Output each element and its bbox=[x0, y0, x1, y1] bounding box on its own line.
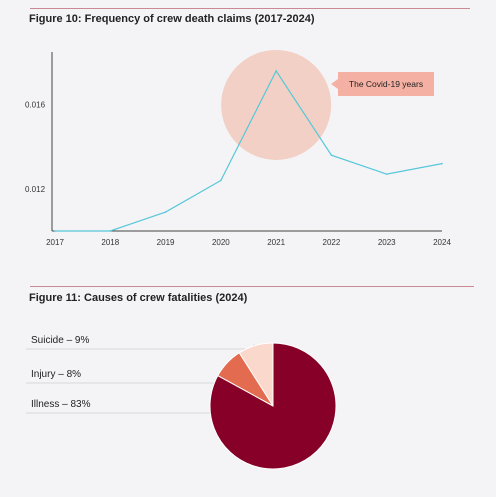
x-tick-label: 2024 bbox=[433, 238, 451, 247]
x-tick-label: 2020 bbox=[212, 238, 230, 247]
x-tick-label: 2022 bbox=[323, 238, 341, 247]
data-point bbox=[164, 211, 167, 213]
y-tick-label: 0.016 bbox=[25, 101, 46, 110]
covid-callout: The Covid-19 years bbox=[331, 72, 434, 96]
top-rule bbox=[30, 8, 470, 9]
data-point bbox=[54, 230, 56, 232]
covid-highlight-circle bbox=[221, 49, 332, 160]
data-point bbox=[441, 162, 443, 165]
pie-legend-label: Injury – 8% bbox=[31, 369, 81, 380]
pie-chart: Suicide – 9% Injury – 8% Illness – 83% bbox=[26, 335, 337, 470]
x-tick-label: 2019 bbox=[157, 238, 175, 247]
x-tick-label: 2017 bbox=[46, 238, 64, 247]
callout-label: The Covid-19 years bbox=[349, 79, 423, 89]
figure-10-title: Figure 10: Frequency of crew death claim… bbox=[29, 13, 315, 25]
line-series bbox=[54, 69, 443, 232]
data-point bbox=[275, 70, 277, 72]
pie-slices bbox=[209, 342, 337, 470]
line-chart: The Covid-19 years 0.012 0.016 2017 2018 201… bbox=[25, 49, 451, 247]
covid-highlight bbox=[221, 49, 332, 160]
series-line bbox=[55, 69, 443, 232]
figure-11-title: Figure 11: Causes of crew fatalities (20… bbox=[29, 292, 248, 304]
line-chart-ticks: 0.012 0.016 2017 2018 2019 2020 2021 2022 2023 20… bbox=[25, 101, 451, 247]
callout-box bbox=[331, 72, 434, 96]
x-tick-label: 2023 bbox=[378, 238, 396, 247]
data-point bbox=[330, 154, 333, 156]
middle-rule bbox=[30, 286, 474, 287]
x-tick-label: 2018 bbox=[101, 238, 119, 247]
data-point bbox=[220, 179, 222, 182]
x-tick-label: 2021 bbox=[267, 238, 285, 247]
pie-legend-label: Suicide – 9% bbox=[31, 335, 89, 346]
pie-slice-illness bbox=[209, 342, 337, 470]
data-point bbox=[109, 230, 112, 232]
data-point bbox=[385, 173, 388, 175]
pie-legend-label: Illness – 83% bbox=[31, 399, 91, 410]
y-tick-label: 0.012 bbox=[25, 185, 46, 194]
line-chart-axes bbox=[51, 52, 442, 232]
